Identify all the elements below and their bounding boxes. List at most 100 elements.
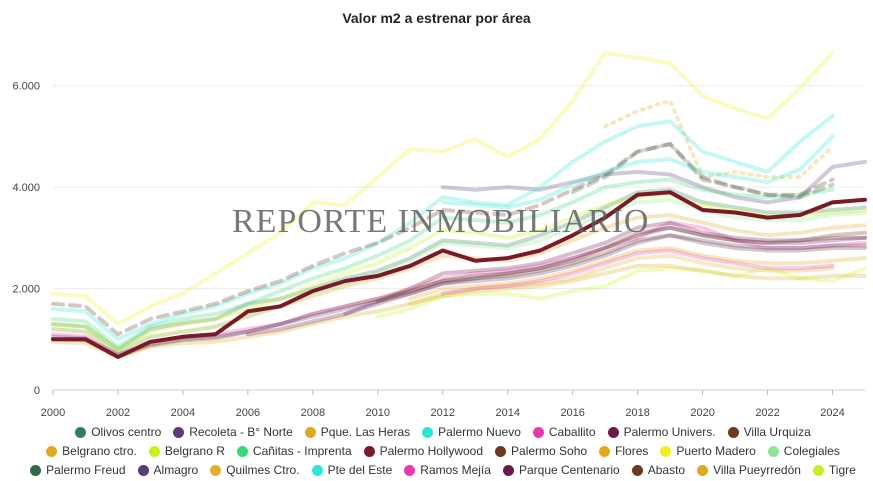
legend-item[interactable]: Cañitas - Imprenta: [236, 442, 352, 461]
legend-label: Colegiales: [783, 444, 840, 458]
legend-swatch: [422, 427, 434, 438]
legend-label: Recoleta - B° Norte: [189, 425, 293, 439]
x-tick-label: 2006: [236, 407, 260, 419]
legend-swatch: [363, 446, 375, 457]
legend-label: Palermo Nuevo: [438, 425, 521, 439]
legend-swatch: [767, 446, 779, 457]
legend-label: Palermo Soho: [511, 444, 588, 458]
legend-item[interactable]: Belgrano ctro.: [46, 442, 137, 461]
x-tick-label: 2008: [301, 407, 325, 419]
legend-swatch: [46, 446, 58, 457]
y-tick-label: 6.000: [12, 81, 40, 93]
legend-item[interactable]: Caballito: [532, 423, 596, 442]
series-line-flores[interactable]: [51, 263, 867, 359]
series-line-pque-las-heras[interactable]: [603, 98, 835, 179]
x-tick-label: 2000: [41, 407, 65, 419]
legend-label: Puerto Madero: [676, 444, 756, 458]
legend-item[interactable]: Palermo Hollywood: [363, 442, 484, 461]
legend-label: Pte del Este: [327, 463, 393, 477]
legend-item[interactable]: Ramos Mejía: [404, 461, 491, 480]
series-line-pte-del-este[interactable]: [440, 134, 835, 210]
legend-item[interactable]: Flores: [599, 442, 648, 461]
legend-swatch: [30, 465, 42, 476]
legend-swatch: [495, 446, 507, 457]
series-line-palermo-soho[interactable]: [51, 142, 835, 337]
legend-label: Tigre: [828, 463, 856, 477]
series-line-puerto-madero[interactable]: [51, 50, 835, 327]
legend-item[interactable]: Palermo Soho: [495, 442, 587, 461]
legend-item[interactable]: Colegiales: [767, 442, 840, 461]
x-tick-label: 2014: [495, 407, 519, 419]
legend-item[interactable]: Villa Pueyrredón: [697, 461, 801, 480]
legend-swatch: [631, 465, 643, 476]
series-line-ca-itas-imprenta[interactable]: [51, 177, 835, 349]
legend-label: Olivos centro: [91, 425, 162, 439]
series-line-palermo-freud[interactable]: [570, 142, 835, 200]
legend-swatch: [532, 427, 544, 438]
x-tick-label: 2004: [171, 407, 195, 419]
legend-label: Caballito: [548, 425, 596, 439]
series-line-olivos-centro[interactable]: [51, 187, 867, 352]
legend-item[interactable]: Abasto: [631, 461, 686, 480]
gridlines: [53, 85, 865, 391]
legend-label: Palermo Univers.: [623, 425, 716, 439]
series-line-tigre[interactable]: [375, 266, 867, 319]
legend-swatch: [210, 465, 222, 476]
y-tick-label: 2.000: [12, 284, 40, 296]
axes: 0 2.000 4.000 6.000 2000 2002 2004 2006 2008 2010…: [12, 81, 844, 419]
legend-swatch: [607, 427, 619, 438]
chart-title: Valor m2 a estrenar por área: [342, 10, 531, 26]
legend-swatch: [660, 446, 672, 457]
series-line-quilmes-ctro-[interactable]: [408, 253, 835, 306]
series-line-parque-centenario[interactable]: [245, 225, 867, 337]
legend-label: Cañitas - Imprenta: [252, 444, 352, 458]
legend-item[interactable]: Quilmes Ctro.: [210, 461, 300, 480]
legend-label: Quilmes Ctro.: [226, 463, 300, 477]
legend-item[interactable]: Puerto Madero: [660, 442, 756, 461]
legend-item[interactable]: Olivos centro: [75, 423, 161, 442]
legend-item[interactable]: Recoleta - B° Norte: [173, 423, 293, 442]
legend-swatch: [502, 465, 514, 476]
legend-label: Pque. Las Heras: [320, 425, 411, 439]
series-line-abasto[interactable]: [375, 233, 867, 304]
legend-label: Abasto: [647, 463, 686, 477]
y-tick-label: 4.000: [12, 182, 40, 194]
series-line-palermo-hollywood[interactable]: [51, 190, 867, 359]
legend-swatch: [812, 465, 824, 476]
series-line-villa-pueyrred-n[interactable]: [408, 246, 867, 301]
legend-item[interactable]: Almagro: [137, 461, 198, 480]
x-tick-label: 2012: [431, 407, 455, 419]
legend-item[interactable]: Palermo Freud: [30, 461, 126, 480]
series-line-ramos-mej-a[interactable]: [440, 248, 835, 296]
legend-label: Ramos Mejía: [420, 463, 491, 477]
x-tick-label: 2002: [106, 407, 130, 419]
series-line-palermo-nuevo[interactable]: [51, 114, 835, 342]
x-tick-label: 2018: [625, 407, 649, 419]
legend-swatch: [236, 446, 248, 457]
series-line-villa-urquiza[interactable]: [51, 225, 867, 359]
series-line-colegiales[interactable]: [51, 197, 867, 354]
legend-item[interactable]: Palermo Nuevo: [422, 423, 521, 442]
legend-swatch: [599, 446, 611, 457]
series-line-belgrano-r[interactable]: [51, 192, 867, 352]
series-line-recoleta-b-norte[interactable]: [440, 159, 867, 205]
line-chart: 0 2.000 4.000 6.000 2000 2002 2004 2006 2008 2010…: [12, 50, 867, 419]
legend-item[interactable]: Parque Centenario: [502, 461, 620, 480]
legend-label: Palermo Hollywood: [379, 444, 484, 458]
legend-swatch: [148, 446, 160, 457]
watermark: REPORTE INMOBILIARIO: [232, 203, 650, 240]
legend-item[interactable]: Belgrano R: [148, 442, 225, 461]
legend-label: Flores: [615, 444, 649, 458]
legend-label: Belgrano R: [164, 444, 225, 458]
legend-swatch: [75, 427, 87, 438]
legend-item[interactable]: Palermo Univers.: [607, 423, 716, 442]
legend-label: Villa Urquiza: [743, 425, 811, 439]
series-line-palermo-univers-[interactable]: [343, 220, 867, 316]
legend-item[interactable]: Tigre: [812, 461, 856, 480]
legend-item[interactable]: Pque. Las Heras: [304, 423, 411, 442]
legend-item[interactable]: Villa Urquiza: [727, 423, 811, 442]
series-line-almagro[interactable]: [51, 233, 867, 357]
legend-label: Belgrano ctro.: [62, 444, 137, 458]
legend-item[interactable]: Pte del Este: [311, 461, 393, 480]
legend-label: Parque Centenario: [518, 463, 620, 477]
